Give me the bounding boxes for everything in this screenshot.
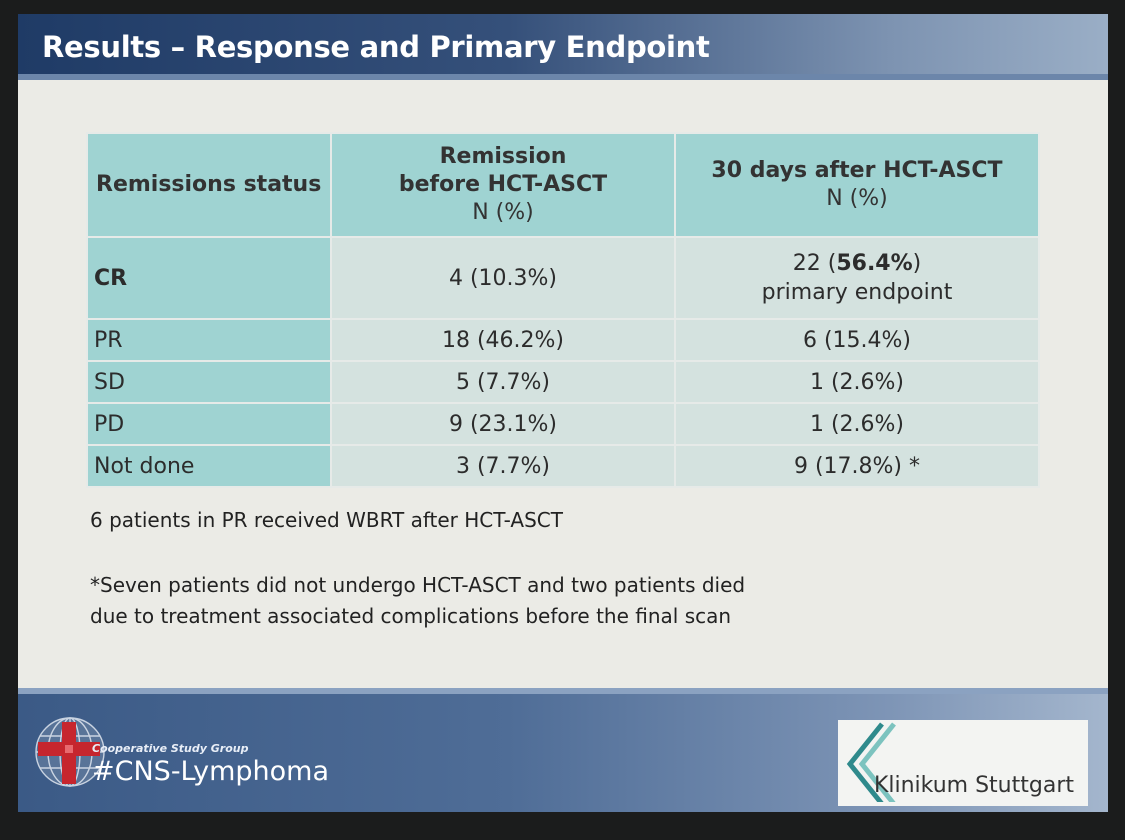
cell-after: 1 (2.6%) — [674, 360, 1040, 404]
cell-after-value: 22 (56.4%) — [792, 251, 922, 276]
footer-stripe — [18, 688, 1108, 694]
table-header-row: Remissions status Remission before HCT-A… — [86, 132, 1040, 238]
cell-before: 5 (7.7%) — [330, 360, 676, 404]
coop-label: Cooperative Study Group — [92, 742, 249, 755]
cns-lymphoma-label: #CNS-Lymphoma — [92, 756, 330, 787]
primary-endpoint-percent: 56.4% — [836, 251, 913, 276]
cell-status: SD — [86, 360, 332, 404]
cell-after: 6 (15.4%) — [674, 318, 1040, 362]
header-status: Remissions status — [86, 132, 332, 238]
title-bar: Results – Response and Primary Endpoint — [18, 14, 1108, 80]
table-row-sd: SD 5 (7.7%) 1 (2.6%) — [86, 360, 1040, 404]
cell-before: 4 (10.3%) — [330, 236, 676, 320]
cell-after: 9 (17.8%) * — [674, 444, 1040, 488]
klinikum-k-icon — [846, 722, 896, 802]
klinikum-label: Klinikum Stuttgart — [873, 773, 1074, 798]
header-before-line3: N (%) — [472, 200, 534, 225]
footer-bar: Cooperative Study Group #CNS-Lymphoma Kl… — [18, 688, 1108, 812]
klinikum-logo: Klinikum Stuttgart — [838, 720, 1088, 806]
cell-status: CR — [86, 236, 332, 320]
table-row-pr: PR 18 (46.2%) 6 (15.4%) — [86, 318, 1040, 362]
wbrt-note: 6 patients in PR received WBRT after HCT… — [90, 508, 563, 532]
cell-after: 1 (2.6%) — [674, 402, 1040, 446]
footnote-line2: due to treatment associated complication… — [90, 604, 732, 628]
results-table: Remissions status Remission before HCT-A… — [86, 132, 1040, 488]
hash-icon: # — [92, 756, 115, 787]
header-before: Remission before HCT-ASCT N (%) — [330, 132, 676, 238]
cell-status: PR — [86, 318, 332, 362]
cns-lymphoma-logo: Cooperative Study Group #CNS-Lymphoma — [32, 712, 372, 802]
header-before-line1: Remission — [439, 144, 567, 169]
cell-after: 22 (56.4%) primary endpoint — [674, 236, 1040, 320]
header-after-line2: N (%) — [826, 186, 888, 211]
table-row-cr: CR 4 (10.3%) 22 (56.4%) primary endpoint — [86, 236, 1040, 320]
cell-before: 18 (46.2%) — [330, 318, 676, 362]
slide-title: Results – Response and Primary Endpoint — [42, 30, 710, 64]
globe-cross-icon — [35, 717, 105, 787]
table-row-pd: PD 9 (23.1%) 1 (2.6%) — [86, 402, 1040, 446]
header-after: 30 days after HCT-ASCT N (%) — [674, 132, 1040, 238]
header-after-line1: 30 days after HCT-ASCT — [711, 158, 1003, 183]
header-before-line2: before HCT-ASCT — [398, 172, 608, 197]
cell-status: Not done — [86, 444, 332, 488]
primary-endpoint-label: primary endpoint — [761, 280, 953, 305]
cell-before: 9 (23.1%) — [330, 402, 676, 446]
slide: Results – Response and Primary Endpoint … — [18, 14, 1108, 812]
footnote-line1: *Seven patients did not undergo HCT-ASCT… — [90, 573, 746, 597]
table-row-not-done: Not done 3 (7.7%) 9 (17.8%) * — [86, 444, 1040, 488]
title-stripe — [18, 74, 1108, 80]
cell-status: PD — [86, 402, 332, 446]
cell-before: 3 (7.7%) — [330, 444, 676, 488]
footnote: *Seven patients did not undergo HCT-ASCT… — [90, 570, 745, 632]
